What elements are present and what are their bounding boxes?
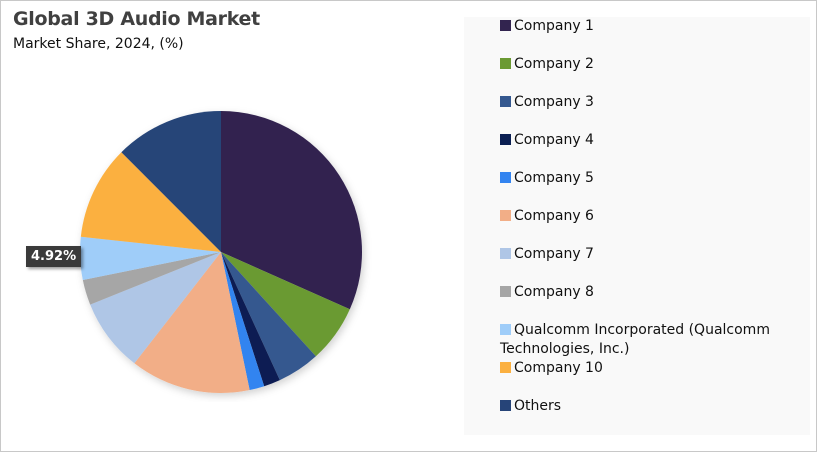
legend-item-company-10[interactable]: Company 10: [500, 359, 800, 378]
legend-swatch: [500, 58, 511, 69]
legend-item-company-4[interactable]: Company 4: [500, 131, 800, 150]
legend-swatch: [500, 96, 511, 107]
legend-swatch: [500, 134, 511, 145]
legend: Company 1 Company 2 Company 3 Company 4 …: [464, 17, 810, 435]
legend-item-company-3[interactable]: Company 3: [500, 93, 800, 112]
pie-chart[interactable]: [70, 100, 372, 402]
legend-item-company-8[interactable]: Company 8: [500, 283, 800, 302]
legend-item-qualcomm[interactable]: Qualcomm Incorporated (Qualcomm Technolo…: [500, 322, 770, 357]
chart-title: Global 3D Audio Market: [13, 8, 260, 30]
data-label-tooltip: 4.92%: [26, 246, 82, 267]
pie-slice[interactable]: [221, 252, 350, 357]
pie-slice[interactable]: [90, 252, 221, 364]
pie-slice[interactable]: [221, 252, 316, 381]
pie-slice[interactable]: [80, 152, 221, 252]
legend-item-company-2[interactable]: Company 2: [500, 55, 800, 74]
legend-item-others[interactable]: Others: [500, 397, 800, 416]
legend-swatch: [500, 248, 511, 259]
legend-swatch: [500, 20, 511, 31]
legend-swatch: [500, 362, 511, 373]
legend-item-company-6[interactable]: Company 6: [500, 207, 800, 226]
legend-swatch: [500, 400, 511, 411]
chart-subtitle: Market Share, 2024, (%): [13, 36, 184, 52]
pie-slice[interactable]: [121, 111, 221, 252]
legend-swatch: [500, 210, 511, 221]
pie-slice[interactable]: [221, 252, 265, 391]
legend-item-company-1[interactable]: Company 1: [500, 17, 800, 36]
legend-item-company-7[interactable]: Company 7: [500, 245, 800, 264]
pie-slice[interactable]: [80, 236, 221, 281]
legend-swatch: [500, 172, 511, 183]
pie-slice[interactable]: [82, 252, 221, 305]
pie-slice[interactable]: [221, 252, 280, 387]
legend-swatch: [500, 324, 511, 335]
pie-slice[interactable]: [134, 252, 250, 393]
legend-item-company-5[interactable]: Company 5: [500, 169, 800, 188]
legend-swatch: [500, 286, 511, 297]
pie-slice[interactable]: [221, 111, 362, 310]
